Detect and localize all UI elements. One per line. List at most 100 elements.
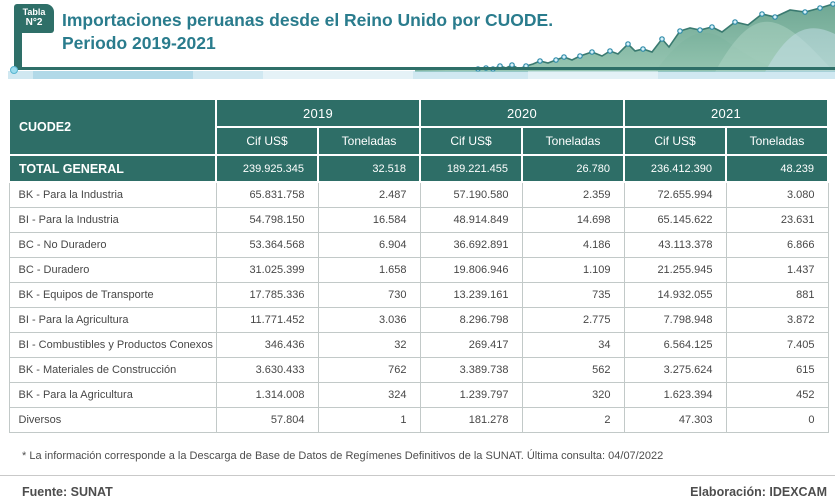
source-row: Fuente: SUNAT Elaboración: IDEXCAM: [0, 485, 835, 499]
badge-number: N°2: [25, 17, 43, 29]
row-value: 17.785.336: [215, 282, 319, 308]
row-value: 43.113.378: [623, 232, 727, 258]
year-header-2020: 2020: [419, 98, 625, 128]
row-value: 54.798.150: [215, 207, 319, 233]
table-number-badge: Tabla N°2: [14, 4, 54, 33]
row-value: 730: [317, 282, 421, 308]
row-label: BK - Para la Industria: [8, 181, 217, 208]
row-value: 11.771.452: [215, 307, 319, 333]
table-row: BI - Para la Agricultura 11.771.452 3.036 8…: [8, 307, 829, 333]
sub-header-row: Cif US$ Toneladas Cif US$ Toneladas Cif …: [9, 126, 829, 156]
total-value: 48.239: [725, 154, 829, 183]
table-row: BK - Para la Agricultura 1.314.008 324 1.23…: [8, 382, 829, 408]
subheader-toneladas: Toneladas: [317, 126, 421, 156]
row-value: 181.278: [419, 407, 523, 433]
title-line-2: Periodo 2019-2021: [62, 33, 216, 54]
row-value: 0: [725, 407, 829, 433]
row-value: 1.658: [317, 257, 421, 283]
row-value: 34: [521, 332, 625, 358]
row-label: BI - Combustibles y Productos Conexos: [8, 332, 217, 358]
header-accent-rule: [16, 67, 835, 70]
row-value: 65.831.758: [215, 181, 319, 208]
total-value: 32.518: [317, 154, 421, 183]
row-value: 23.631: [725, 207, 829, 233]
row-value: 53.364.568: [215, 232, 319, 258]
row-label: Diversos: [8, 407, 217, 433]
report-header: Tabla N°2 Importaciones peruanas desde e…: [0, 0, 835, 92]
badge-bracket: [14, 30, 22, 70]
footnote: * La información corresponde a la Descar…: [22, 450, 664, 462]
subheader-cif: Cif US$: [215, 126, 319, 156]
row-value: 3.389.738: [419, 357, 523, 383]
source-label: Fuente: SUNAT: [22, 485, 113, 499]
row-label: BC - Duradero: [8, 257, 217, 283]
row-value: 36.692.891: [419, 232, 523, 258]
row-value: 1.109: [521, 257, 625, 283]
row-value: 1: [317, 407, 421, 433]
table-row: BK - Para la Industria 65.831.758 2.487 57.…: [8, 181, 829, 208]
soft-wave-right: [765, 28, 835, 72]
row-value: 4.186: [521, 232, 625, 258]
table-header: CUODE2 2019 2020 2021 Cif US$ Toneladas …: [8, 98, 829, 156]
year-header-row: CUODE2 2019 2020 2021: [8, 98, 829, 156]
row-value: 452: [725, 382, 829, 408]
row-value: 6.564.125: [623, 332, 727, 358]
total-value: 189.221.455: [419, 154, 523, 183]
trend-markers: [475, 1, 835, 72]
total-label: TOTAL GENERAL: [8, 154, 217, 183]
decorative-trend-chart: [415, 1, 835, 72]
row-value: 6.904: [317, 232, 421, 258]
elaboration-label: Elaboración: IDEXCAM: [690, 485, 827, 499]
year-header-2019: 2019: [215, 98, 421, 128]
row-value: 3.872: [725, 307, 829, 333]
row-value: 65.145.622: [623, 207, 727, 233]
table-total: TOTAL GENERAL 239.925.345 32.518 189.221…: [8, 154, 829, 183]
row-value: 13.239.161: [419, 282, 523, 308]
row-value: 19.806.946: [419, 257, 523, 283]
row-value: 2.359: [521, 181, 625, 208]
column-header-cuode2: CUODE2: [8, 98, 217, 156]
row-label: BK - Materiales de Construcción: [8, 357, 217, 383]
row-value: 72.655.994: [623, 181, 727, 208]
row-label: BI - Para la Agricultura: [8, 307, 217, 333]
title-line-1: Importaciones peruanas desde el Reino Un…: [62, 10, 554, 30]
row-value: 7.798.948: [623, 307, 727, 333]
row-value: 48.914.849: [419, 207, 523, 233]
row-value: 1.623.394: [623, 382, 727, 408]
row-value: 31.025.399: [215, 257, 319, 283]
row-value: 762: [317, 357, 421, 383]
row-value: 1.239.797: [419, 382, 523, 408]
row-value: 7.405: [725, 332, 829, 358]
row-value: 6.866: [725, 232, 829, 258]
row-value: 32: [317, 332, 421, 358]
row-value: 14.932.055: [623, 282, 727, 308]
row-value: 3.630.433: [215, 357, 319, 383]
row-value: 2.487: [317, 181, 421, 208]
total-row: TOTAL GENERAL 239.925.345 32.518 189.221…: [8, 154, 829, 183]
subheader-toneladas: Toneladas: [725, 126, 829, 156]
row-value: 346.436: [215, 332, 319, 358]
header-blue-strip: [8, 71, 835, 79]
table-row: BI - Para la Industria 54.798.150 16.584 48…: [8, 207, 829, 233]
table-row: BK - Materiales de Construcción 3.630.433…: [8, 357, 829, 383]
row-value: 562: [521, 357, 625, 383]
row-value: 16.584: [317, 207, 421, 233]
row-value: 320: [521, 382, 625, 408]
table-row: BK - Equipos de Transporte 17.785.336 730 1…: [8, 282, 829, 308]
row-label: BK - Para la Agricultura: [8, 382, 217, 408]
table-row: BC - No Duradero 53.364.568 6.904 36.692.89…: [8, 232, 829, 258]
subheader-toneladas: Toneladas: [521, 126, 625, 156]
row-value: 1.314.008: [215, 382, 319, 408]
row-value: 881: [725, 282, 829, 308]
row-value: 21.255.945: [623, 257, 727, 283]
table-row: BC - Duradero 31.025.399 1.658 19.806.946 1.…: [8, 257, 829, 283]
subheader-cif: Cif US$: [623, 126, 727, 156]
row-value: 57.804: [215, 407, 319, 433]
blue-strip-segment: [33, 71, 193, 79]
table-row: BI - Combustibles y Productos Conexos 346…: [8, 332, 829, 358]
bracket-corner-dot: [10, 66, 18, 74]
row-value: 3.080: [725, 181, 829, 208]
row-value: 324: [317, 382, 421, 408]
row-value: 1.437: [725, 257, 829, 283]
subheader-cif: Cif US$: [419, 126, 523, 156]
